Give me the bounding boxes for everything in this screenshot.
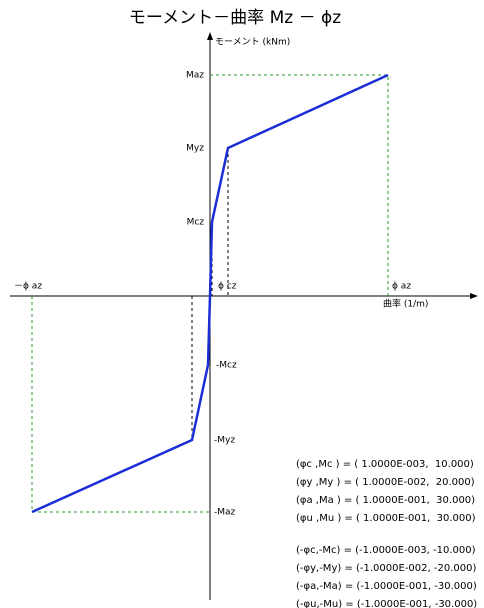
result-line: (φc ,Mc ) = ( 1.0000E-003, 10.000) [296, 459, 474, 470]
result-line: (-φy,-My) = (-1.0000E-002, -20.000) [296, 563, 476, 574]
result-line: (-φc,-Mc) = (-1.0000E-003, -10.000) [296, 545, 476, 556]
y-axis-label: モーメント (kNm) [215, 38, 290, 48]
results: (φc ,Mc ) = ( 1.0000E-003, 10.000) (φy ,M… [296, 459, 477, 608]
result-line: (-φa,-Ma) = (-1.0000E-001, -30.000) [296, 581, 477, 592]
point-label: ϕ az [392, 282, 411, 292]
point-label: Myz [186, 144, 204, 154]
point-label: -Mcz [216, 361, 237, 371]
x-axis-label: 曲率 (1/m) [383, 298, 428, 310]
point-label: ϕ cz [218, 282, 237, 292]
y-arrow [207, 32, 213, 40]
result-line: (φa ,Ma ) = ( 1.0000E-001, 30.000) [296, 495, 475, 506]
title: モーメント－曲率 Mz － ϕz [129, 8, 341, 28]
result-line: (φu ,Mu ) = ( 1.0000E-001, 30.000) [296, 513, 476, 524]
point-label: Mcz [187, 218, 205, 228]
point-label: Maz [186, 71, 204, 81]
point-label: －ϕ az [14, 282, 42, 292]
result-line: (-φu,-Mu) = (-1.0000E-001, -30.000) [296, 599, 477, 608]
x-arrow [470, 293, 478, 299]
point-label: -Myz [214, 436, 235, 446]
result-line: (φy ,My ) = ( 1.0000E-002, 20.000) [296, 477, 475, 488]
skeleton-curve [31, 73, 389, 514]
point-label: -Maz [214, 508, 236, 518]
